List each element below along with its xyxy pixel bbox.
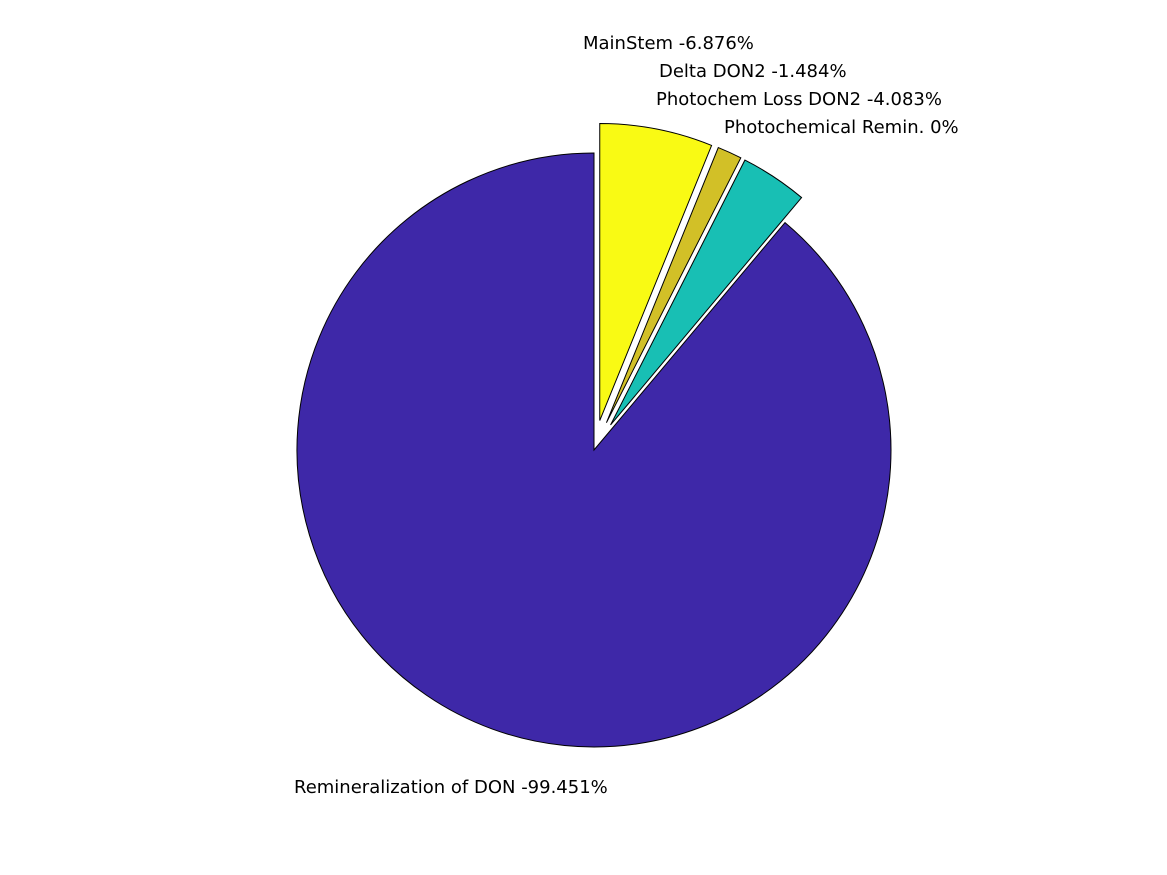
pie-slice-mainstem: [599, 123, 713, 421]
slice-label-mainstem: MainStem -6.876%: [583, 33, 754, 54]
pie-slice-delta-don2: [605, 146, 742, 423]
slice-label-remineralization: Remineralization of DON -99.451%: [294, 777, 608, 798]
pie-slice-photochem-loss-don2: [610, 159, 803, 426]
slice-labels: Remineralization of DON -99.451% MainSte…: [294, 33, 959, 798]
slice-label-delta-don2: Delta DON2 -1.484%: [659, 61, 847, 82]
pie-slices: [296, 123, 892, 748]
slice-label-photochem-loss-don2: Photochem Loss DON2 -4.083%: [656, 89, 942, 110]
slice-label-photochemical-remin: Photochemical Remin. 0%: [724, 117, 959, 138]
pie-slice-remineralization-of-don: [296, 152, 892, 748]
